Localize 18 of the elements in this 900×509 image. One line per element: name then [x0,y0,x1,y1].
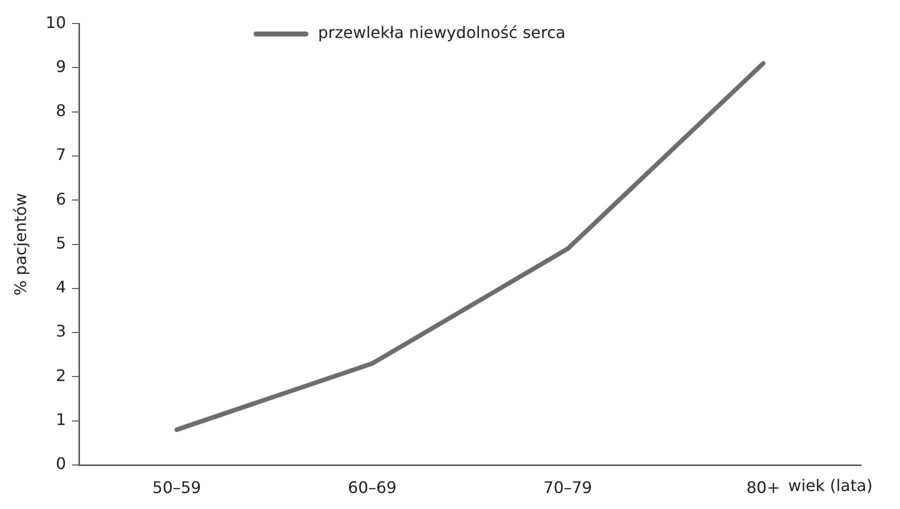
y-tick-label: 2 [56,366,66,385]
y-axis-title: % pacjentów [10,192,30,296]
y-tick-label: 9 [56,56,66,76]
y-tick-label: 7 [56,145,66,164]
y-tick-label: 5 [56,233,66,252]
legend-label: przewlekła niewydolność serca [318,23,566,42]
y-tick-label: 0 [56,454,66,474]
y-tick-label: 6 [56,189,66,208]
x-tick-label: 50–59 [152,478,202,497]
x-tick-label: 60–69 [348,478,397,497]
y-tick-label: 4 [56,278,66,297]
x-axis-title: wiek (lata) [788,476,873,496]
y-tick-label: 8 [56,101,66,120]
y-tick-label: 1 [56,410,66,430]
y-tick-label: 10 [46,12,66,32]
x-tick-label: 80+ [746,478,780,497]
x-tick-label: 70–79 [543,478,592,497]
y-tick-label: 3 [56,322,66,341]
